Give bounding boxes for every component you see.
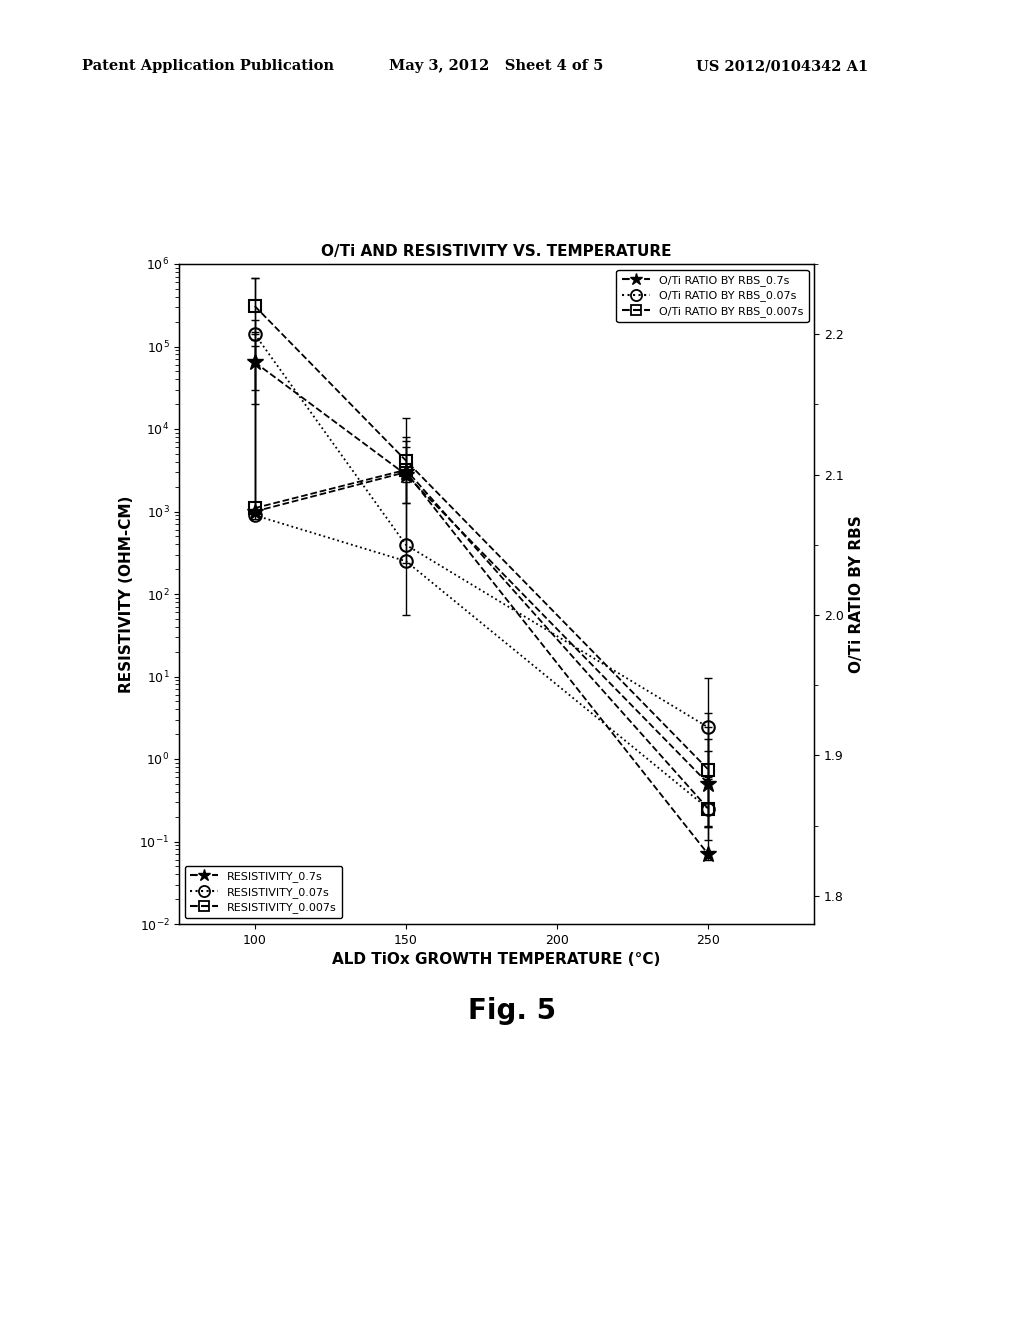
Text: Fig. 5: Fig. 5	[468, 997, 556, 1024]
Legend: RESISTIVITY_0.7s, RESISTIVITY_0.07s, RESISTIVITY_0.007s: RESISTIVITY_0.7s, RESISTIVITY_0.07s, RES…	[184, 866, 342, 919]
Y-axis label: O/Ti RATIO BY RBS: O/Ti RATIO BY RBS	[849, 515, 864, 673]
Line: O/Ti RATIO BY RBS_0.007s: O/Ti RATIO BY RBS_0.007s	[249, 301, 714, 775]
Line: O/Ti RATIO BY RBS_0.07s: O/Ti RATIO BY RBS_0.07s	[249, 327, 715, 734]
O/Ti RATIO BY RBS_0.7s	[702, 776, 715, 792]
RESISTIVITY_0.007s	[249, 500, 261, 516]
Text: May 3, 2012   Sheet 4 of 5: May 3, 2012 Sheet 4 of 5	[389, 59, 603, 74]
RESISTIVITY_0.7s	[399, 465, 412, 480]
O/Ti RATIO BY RBS_0.07s	[702, 719, 715, 735]
O/Ti RATIO BY RBS_0.07s	[249, 326, 261, 342]
O/Ti RATIO BY RBS_0.07s	[399, 537, 412, 553]
X-axis label: ALD TiOx GROWTH TEMPERATURE (°C): ALD TiOx GROWTH TEMPERATURE (°C)	[333, 952, 660, 968]
O/Ti RATIO BY RBS_0.007s	[249, 298, 261, 314]
Y-axis label: RESISTIVITY (OHM-CM): RESISTIVITY (OHM-CM)	[119, 495, 134, 693]
O/Ti RATIO BY RBS_0.7s	[249, 354, 261, 370]
RESISTIVITY_0.007s	[399, 462, 412, 478]
Title: O/Ti AND RESISTIVITY VS. TEMPERATURE: O/Ti AND RESISTIVITY VS. TEMPERATURE	[322, 244, 672, 259]
Text: Patent Application Publication: Patent Application Publication	[82, 59, 334, 74]
Line: RESISTIVITY_0.07s: RESISTIVITY_0.07s	[249, 510, 715, 814]
Line: RESISTIVITY_0.007s: RESISTIVITY_0.007s	[249, 465, 714, 814]
RESISTIVITY_0.007s	[702, 801, 715, 817]
RESISTIVITY_0.07s	[702, 801, 715, 817]
Line: O/Ti RATIO BY RBS_0.7s: O/Ti RATIO BY RBS_0.7s	[247, 354, 717, 792]
RESISTIVITY_0.7s	[702, 846, 715, 862]
RESISTIVITY_0.7s	[249, 503, 261, 519]
Text: US 2012/0104342 A1: US 2012/0104342 A1	[696, 59, 868, 74]
O/Ti RATIO BY RBS_0.007s	[702, 762, 715, 777]
Line: RESISTIVITY_0.7s: RESISTIVITY_0.7s	[247, 463, 717, 862]
RESISTIVITY_0.07s	[249, 507, 261, 523]
O/Ti RATIO BY RBS_0.007s	[399, 453, 412, 469]
O/Ti RATIO BY RBS_0.7s	[399, 467, 412, 483]
RESISTIVITY_0.07s	[399, 553, 412, 569]
